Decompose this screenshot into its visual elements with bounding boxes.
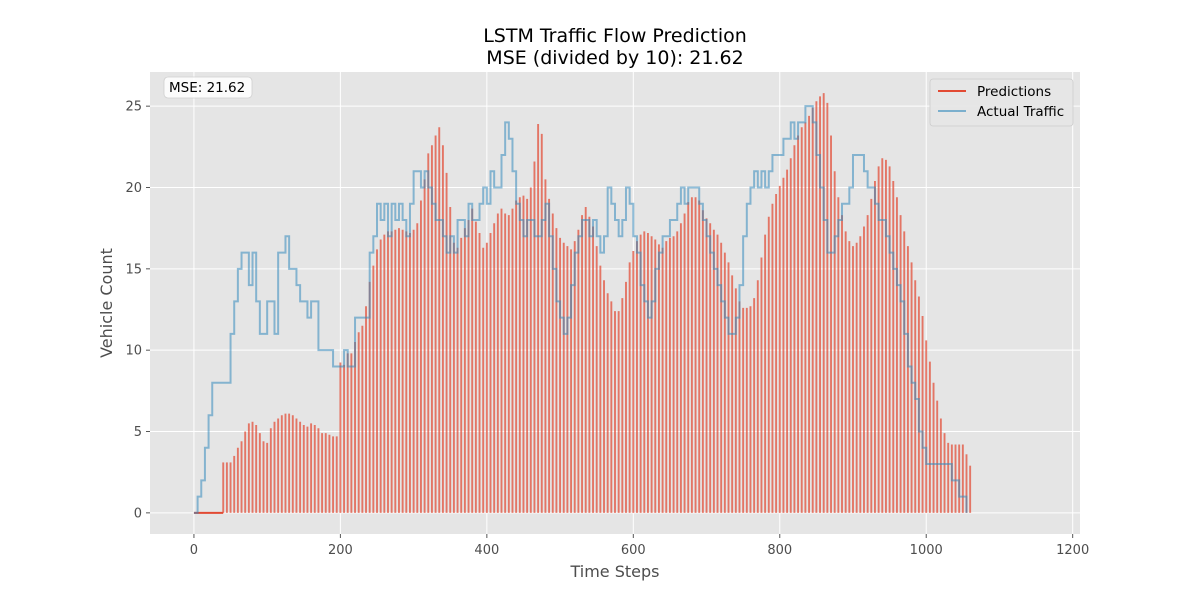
x-axis-ticks: 0 200 400 600 800 1000 1200 [190,534,1089,558]
mse-annotation-text: MSE: 21.62 [169,80,245,96]
x-tick-label: 600 [621,543,646,558]
x-tick-label: 800 [767,543,792,558]
y-tick-label: 5 [134,425,142,440]
chart-title: LSTM Traffic Flow Prediction [483,25,747,47]
mse-annotation: MSE: 21.62 [163,76,253,99]
mse-annotation-box [163,76,253,99]
x-tick-label: 1000 [910,543,943,558]
x-tick-label: 400 [474,543,499,558]
chart-subtitle: MSE (divided by 10): 21.62 [486,47,743,69]
legend: Predictions Actual Traffic [929,78,1074,127]
x-tick-label: 200 [328,543,353,558]
y-axis-ticks: 0 5 10 15 20 25 [125,100,150,521]
x-tick-label: 1200 [1056,543,1089,558]
legend-actual-traffic-label: Actual Traffic [977,104,1064,120]
y-tick-label: 15 [125,262,142,277]
actual-traffic-line [193,105,968,514]
y-tick-label: 20 [125,181,142,196]
x-axis-label: Time Steps [569,562,659,581]
y-tick-label: 10 [125,344,142,359]
y-tick-label: 25 [125,100,142,115]
y-axis-label: Vehicle Count [97,248,116,358]
y-tick-label: 0 [134,506,142,521]
legend-predictions-label: Predictions [977,84,1051,100]
x-tick-label: 0 [190,543,198,558]
